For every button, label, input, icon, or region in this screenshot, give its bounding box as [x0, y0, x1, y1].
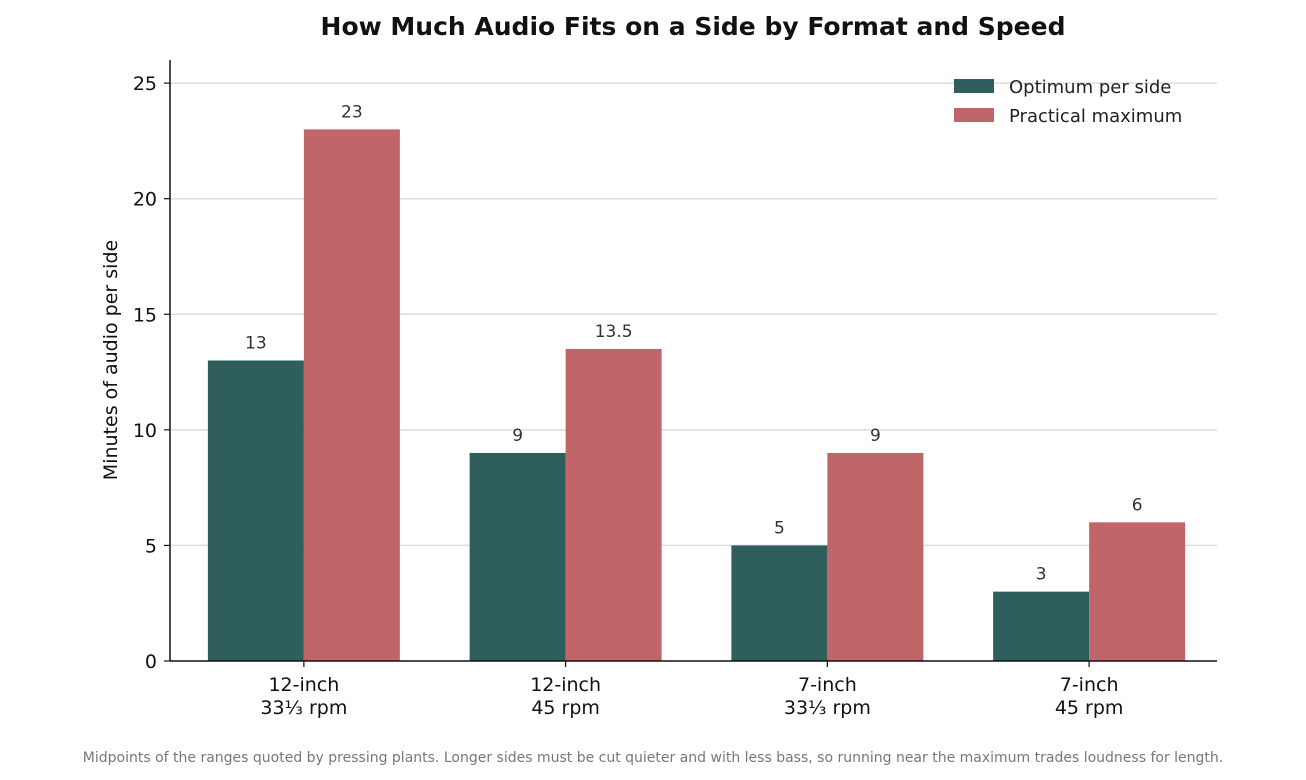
x-tick-label: 7-inch — [1060, 674, 1119, 696]
chart-title: How Much Audio Fits on a Side by Format … — [321, 12, 1066, 41]
x-tick-label: 12-inch — [530, 674, 601, 696]
y-tick-label: 5 — [145, 535, 157, 557]
data-label: 13.5 — [595, 322, 633, 342]
legend-swatch — [954, 108, 994, 122]
legend-label: Optimum per side — [1009, 77, 1171, 98]
chart-caption: Midpoints of the ranges quoted by pressi… — [83, 750, 1223, 766]
data-label: 13 — [245, 334, 267, 354]
bar-maximum — [827, 452, 924, 661]
bars — [207, 129, 1186, 661]
x-tick-label: 33⅓ rpm — [784, 697, 871, 719]
legend: Optimum per side Practical maximum — [954, 77, 1182, 127]
legend-swatch — [954, 79, 994, 93]
data-label: 9 — [870, 426, 881, 446]
legend-label: Practical maximum — [1009, 106, 1182, 127]
data-label: 3 — [1036, 565, 1047, 585]
y-ticks: 0 5 10 15 20 25 — [133, 73, 170, 673]
bar-optimum — [207, 360, 304, 661]
y-axis-label: Minutes of audio per side — [100, 240, 122, 480]
bar-optimum — [731, 545, 828, 661]
data-label: 6 — [1132, 495, 1143, 515]
x-tick-label: 45 rpm — [1055, 697, 1124, 719]
x-tick-label: 33⅓ rpm — [260, 697, 347, 719]
bar-optimum — [469, 452, 566, 661]
bar-optimum — [993, 591, 1090, 661]
bar-maximum — [303, 129, 400, 661]
x-tick-label: 12-inch — [268, 674, 339, 696]
data-label: 9 — [512, 426, 523, 446]
y-tick-label: 10 — [133, 420, 157, 442]
bar-maximum — [565, 348, 662, 661]
data-labels: 13 23 9 13.5 5 9 3 6 — [245, 102, 1142, 584]
y-tick-label: 0 — [145, 651, 157, 673]
y-tick-label: 15 — [133, 304, 157, 326]
x-tick-label: 45 rpm — [531, 697, 600, 719]
x-tick-label: 7-inch — [798, 674, 857, 696]
data-label: 5 — [774, 518, 785, 538]
y-tick-label: 25 — [133, 73, 157, 95]
data-label: 23 — [341, 102, 363, 122]
y-tick-label: 20 — [133, 189, 157, 211]
bar-maximum — [1089, 522, 1186, 661]
